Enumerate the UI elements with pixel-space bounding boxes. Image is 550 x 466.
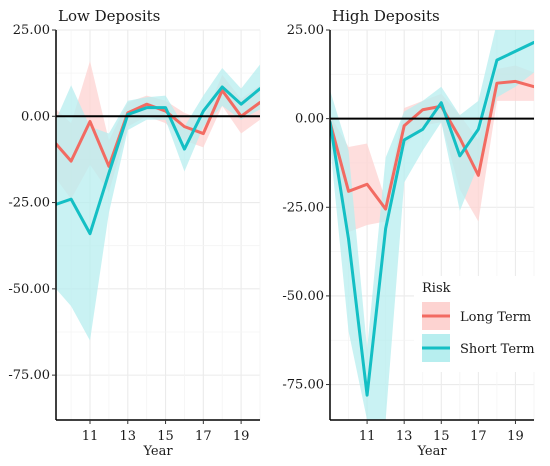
series-line-long-term xyxy=(330,79,534,211)
x-tick-label: 15 xyxy=(433,429,450,444)
x-axis-title: Year xyxy=(142,444,173,459)
y-tick-label: -25.00 xyxy=(8,196,50,211)
x-tick-label: 13 xyxy=(396,429,413,444)
x-tick-label: 19 xyxy=(507,429,524,444)
legend-label: Short Term xyxy=(460,342,535,357)
panel-title: Low Deposits xyxy=(58,7,160,25)
legend-title: Risk xyxy=(422,281,451,296)
x-axis-title: Year xyxy=(416,444,447,459)
x-tick-label: 11 xyxy=(82,429,99,444)
y-tick-label: 25.00 xyxy=(13,23,50,38)
y-tick-label: -75.00 xyxy=(282,378,324,393)
legend-item-long-term: Long Term xyxy=(422,302,531,330)
legend: Risk Long Term Short Term xyxy=(414,276,548,372)
panel-high-deposits: High Deposits Year 25.00 0.00 -25.00 -50.00… xyxy=(282,7,535,459)
y-tick-label: -50.00 xyxy=(8,282,50,297)
x-tick-label: 11 xyxy=(359,429,376,444)
series-line-short-term xyxy=(56,85,260,236)
x-tick-label: 19 xyxy=(233,429,250,444)
x-tick-label: 13 xyxy=(120,429,137,444)
y-tick-label: -25.00 xyxy=(282,200,324,215)
y-tick-label: -75.00 xyxy=(8,368,50,383)
y-tick-label: -50.00 xyxy=(282,289,324,304)
plot-area xyxy=(330,30,534,420)
legend-label: Long Term xyxy=(460,310,531,325)
confidence-band-long-term xyxy=(330,65,534,233)
x-tick-label: 17 xyxy=(195,429,212,444)
panel-low-deposits: Low Deposits Year 25.00 0.00 -25.00 -50.00 -… xyxy=(8,7,261,459)
series-line-short-term xyxy=(330,40,534,397)
plot-area xyxy=(56,61,260,341)
confidence-band-short-term xyxy=(330,30,534,420)
y-tick-label: 0.00 xyxy=(295,112,324,127)
x-tick-label: 15 xyxy=(157,429,174,444)
legend-item-short-term: Short Term xyxy=(422,334,535,362)
panel-title: High Deposits xyxy=(332,7,440,25)
x-tick-label: 17 xyxy=(470,429,487,444)
confidence-band-short-term xyxy=(56,64,260,341)
y-tick-label: 0.00 xyxy=(21,109,50,124)
y-tick-label: 25.00 xyxy=(287,23,324,38)
